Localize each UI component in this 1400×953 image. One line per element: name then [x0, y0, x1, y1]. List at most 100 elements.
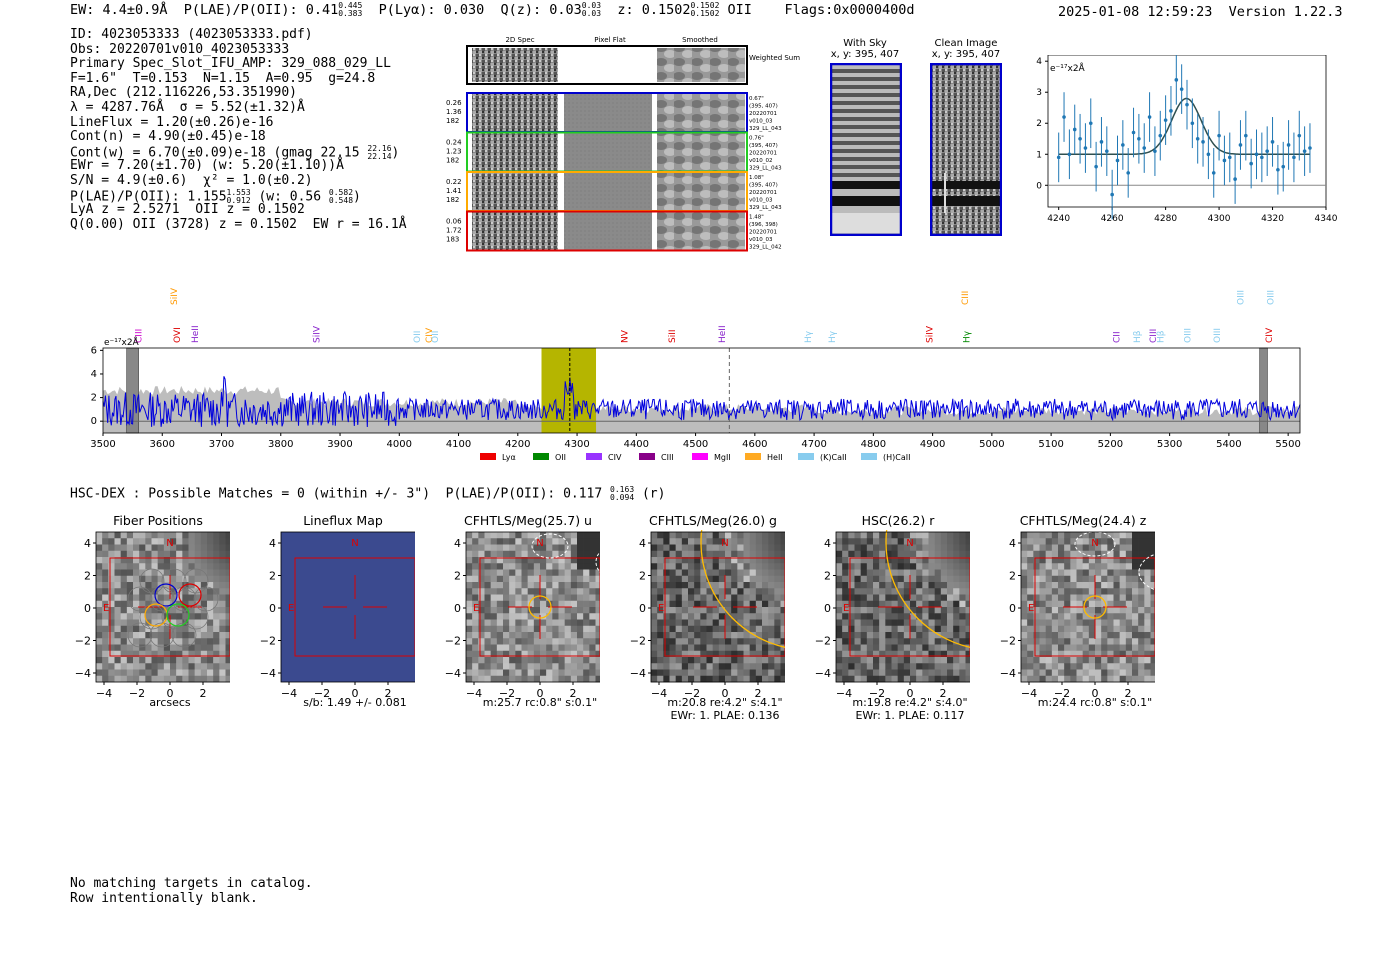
imaging-pixel — [916, 538, 922, 545]
imaging-pixel — [121, 576, 127, 583]
imaging-pixel — [756, 532, 762, 539]
imaging-pixel — [139, 663, 145, 670]
imaging-pixel — [959, 632, 965, 639]
imaging-pixel — [1138, 632, 1144, 639]
imaging-pixel — [750, 582, 756, 589]
imaging-pixel — [1144, 588, 1150, 595]
imaging-pixel — [1120, 607, 1126, 614]
imaging-pixel — [182, 645, 188, 652]
imaging-pixel — [226, 601, 231, 608]
imaging-pixel — [1070, 613, 1076, 620]
imaging-pixel — [1138, 545, 1144, 552]
imaging-pixel — [108, 632, 114, 639]
imaging-pixel — [102, 532, 108, 539]
imaging-pixel — [929, 645, 935, 652]
imaging-pixel — [497, 676, 503, 683]
imaging-pixel — [491, 632, 497, 639]
imaging-pixel — [1064, 588, 1070, 595]
imaging-pixel — [1021, 563, 1027, 570]
imaging-ytick-label: 4 — [454, 537, 461, 550]
imaging-pixel — [688, 576, 694, 583]
imaging-pixel — [682, 638, 688, 645]
imaging-pixel — [515, 545, 521, 552]
imaging-pixel — [1083, 626, 1089, 633]
imaging-pixel — [1101, 595, 1107, 602]
imaging-pixel — [885, 670, 891, 677]
imaging-pixel — [182, 545, 188, 552]
imaging-pixel — [534, 657, 540, 664]
imaging-pixel — [96, 632, 102, 639]
imaging-pixel — [139, 532, 145, 539]
imaging-pixel — [195, 670, 201, 677]
imaging-pixel — [929, 538, 935, 545]
imaging-pixel — [1144, 613, 1150, 620]
imaging-pixel — [663, 676, 669, 683]
imaging-pixel — [861, 626, 867, 633]
imaging-pixel — [115, 532, 121, 539]
imaging-pixel — [1070, 582, 1076, 589]
imaging-pixel — [472, 538, 478, 545]
imaging-pixel — [774, 545, 780, 552]
spec-legend-swatch — [692, 453, 708, 460]
imaging-pixel — [515, 620, 521, 627]
imaging-pixel — [651, 613, 657, 620]
imaging-pixel — [848, 638, 854, 645]
imaging-pixel — [959, 620, 965, 627]
imaging-panel-caption: m:20.8 re:4.2" s:4.1" EWr: 1. PLAE: 0.136 — [640, 696, 810, 722]
imaging-pixel — [571, 676, 577, 683]
spec-xtick-label: 4100 — [446, 439, 471, 450]
sky-line-stripe — [832, 141, 900, 145]
imaging-pixel — [121, 645, 127, 652]
imaging-pixel — [577, 582, 583, 589]
imaging-pixel — [861, 657, 867, 664]
imaging-pixel — [552, 638, 558, 645]
sky-dark-band — [832, 196, 900, 206]
imaging-pixel — [1114, 570, 1120, 577]
imaging-pixel — [959, 601, 965, 608]
imaging-pixel — [528, 676, 534, 683]
imaging-pixel — [552, 632, 558, 639]
imaging-pixel — [910, 595, 916, 602]
imaging-pixel — [966, 620, 971, 627]
imaging-pixel — [485, 645, 491, 652]
imaging-pixel — [491, 588, 497, 595]
imaging-pixel — [935, 645, 941, 652]
imaging-pixel — [1052, 626, 1058, 633]
imaging-pixel — [1144, 576, 1150, 583]
imaging-pixel — [848, 663, 854, 670]
imaging-pixel — [725, 582, 731, 589]
fit-data-point — [1271, 140, 1275, 144]
compass-east: E — [658, 603, 664, 614]
imaging-pixel — [515, 601, 521, 608]
imaging-ytick-label: 0 — [824, 602, 831, 615]
fit-data-point — [1265, 149, 1269, 153]
imaging-pixel — [534, 601, 540, 608]
imaging-pixel — [688, 551, 694, 558]
imaging-pixel — [170, 632, 176, 639]
fit-data-point — [1185, 103, 1189, 107]
imaging-pixel — [688, 538, 694, 545]
imaging-pixel — [466, 651, 472, 658]
imaging-pixel — [935, 620, 941, 627]
imaging-pixel — [478, 663, 484, 670]
imaging-pixel — [540, 645, 546, 652]
imaging-pixel — [565, 582, 571, 589]
imaging-pixel — [515, 663, 521, 670]
imaging-pixel — [682, 538, 688, 545]
imaging-pixel — [855, 638, 861, 645]
imaging-pixel — [731, 601, 737, 608]
imaging-pixel — [682, 676, 688, 683]
imaging-pixel — [1077, 670, 1083, 677]
imaging-pixel — [694, 613, 700, 620]
imaging-pixel — [762, 670, 768, 677]
imaging-pixel — [898, 582, 904, 589]
imaging-pixel — [842, 676, 848, 683]
imaging-pixel — [762, 676, 768, 683]
imaging-pixel — [781, 601, 786, 608]
imaging-pixel — [1126, 601, 1132, 608]
imaging-pixel — [959, 638, 965, 645]
info-line: LineFlux = 1.20(±0.26)e-16 — [70, 116, 407, 131]
imaging-pixel — [1083, 538, 1089, 545]
imaging-pixel — [737, 676, 743, 683]
info-line: ID: 4023053333 (4023053333.pdf) — [70, 28, 407, 43]
